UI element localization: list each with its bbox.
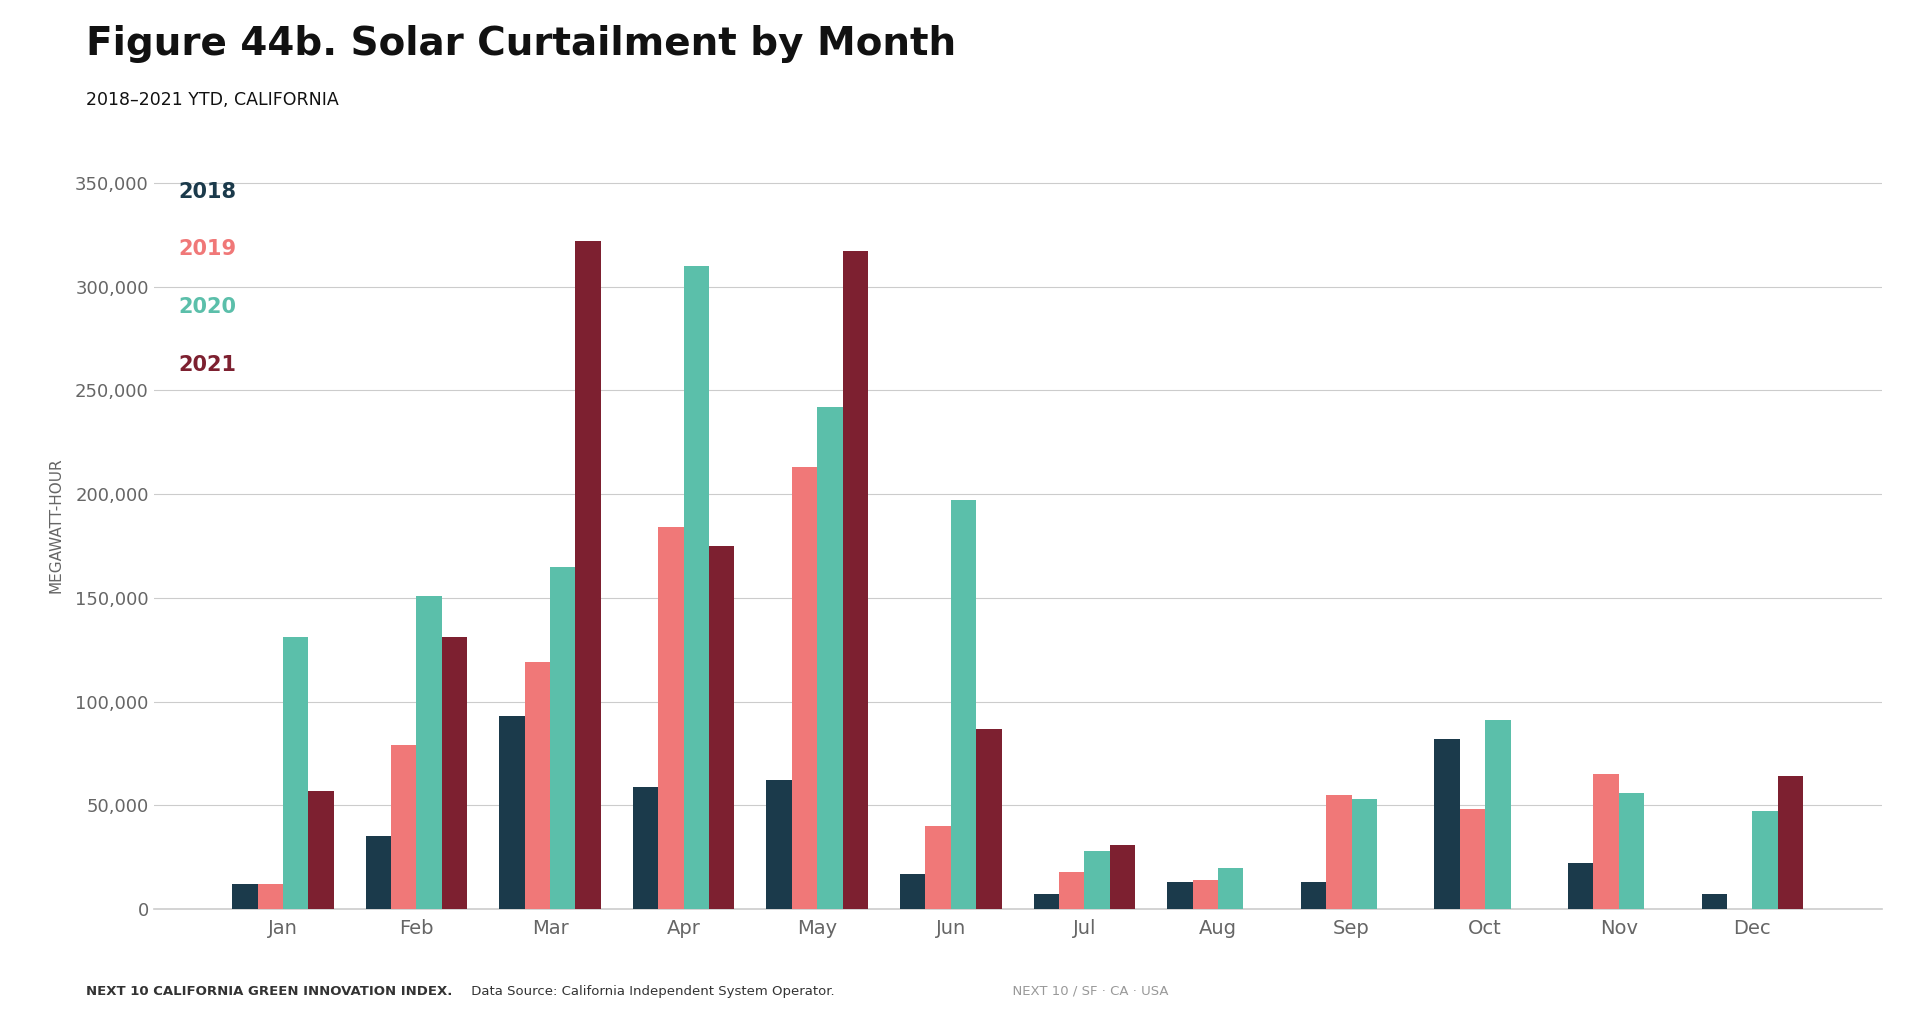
Bar xyxy=(818,407,843,909)
Text: Data Source: California Independent System Operator.: Data Source: California Independent Syst… xyxy=(467,985,833,998)
Text: 2021: 2021 xyxy=(179,355,236,375)
Bar xyxy=(1352,799,1377,909)
Bar xyxy=(232,884,257,909)
Bar xyxy=(417,596,442,909)
Bar xyxy=(1486,720,1511,909)
Bar xyxy=(365,836,392,909)
Bar xyxy=(1192,880,1217,909)
Bar xyxy=(791,467,818,909)
Bar xyxy=(524,663,549,909)
Text: NEXT 10 CALIFORNIA GREEN INNOVATION INDEX.: NEXT 10 CALIFORNIA GREEN INNOVATION INDE… xyxy=(86,985,453,998)
Bar xyxy=(309,791,334,909)
Bar xyxy=(1434,739,1459,909)
Bar xyxy=(1110,844,1135,909)
Bar xyxy=(1085,850,1110,909)
Bar xyxy=(282,637,309,909)
Bar xyxy=(1778,777,1803,909)
Bar xyxy=(257,884,282,909)
Bar xyxy=(975,728,1002,909)
Bar xyxy=(1619,793,1644,909)
Bar xyxy=(1594,774,1619,909)
Bar xyxy=(576,241,601,909)
Text: 2018–2021 YTD, CALIFORNIA: 2018–2021 YTD, CALIFORNIA xyxy=(86,91,340,109)
Bar xyxy=(708,546,735,909)
Bar xyxy=(659,527,684,909)
Bar xyxy=(843,251,868,909)
Bar xyxy=(634,787,659,909)
Bar xyxy=(1060,872,1085,909)
Bar xyxy=(1327,795,1352,909)
Bar xyxy=(1300,882,1327,909)
Text: 2018: 2018 xyxy=(179,182,236,202)
Text: NEXT 10 / SF · CA · USA: NEXT 10 / SF · CA · USA xyxy=(1004,985,1169,998)
Bar xyxy=(950,500,975,909)
Text: 2019: 2019 xyxy=(179,239,236,260)
Bar xyxy=(499,716,524,909)
Bar xyxy=(1753,811,1778,909)
Bar xyxy=(1701,895,1726,909)
Bar xyxy=(1569,864,1594,909)
Text: Figure 44b. Solar Curtailment by Month: Figure 44b. Solar Curtailment by Month xyxy=(86,25,956,64)
Bar xyxy=(549,567,576,909)
Bar xyxy=(900,874,925,909)
Bar xyxy=(1217,868,1244,909)
Bar xyxy=(1033,895,1060,909)
Bar xyxy=(392,745,417,909)
Bar xyxy=(684,266,708,909)
Bar xyxy=(1459,809,1486,909)
Y-axis label: MEGAWATT-HOUR: MEGAWATT-HOUR xyxy=(48,458,63,593)
Bar xyxy=(766,781,791,909)
Bar xyxy=(925,826,950,909)
Bar xyxy=(442,637,467,909)
Text: 2020: 2020 xyxy=(179,297,236,317)
Bar xyxy=(1167,882,1192,909)
